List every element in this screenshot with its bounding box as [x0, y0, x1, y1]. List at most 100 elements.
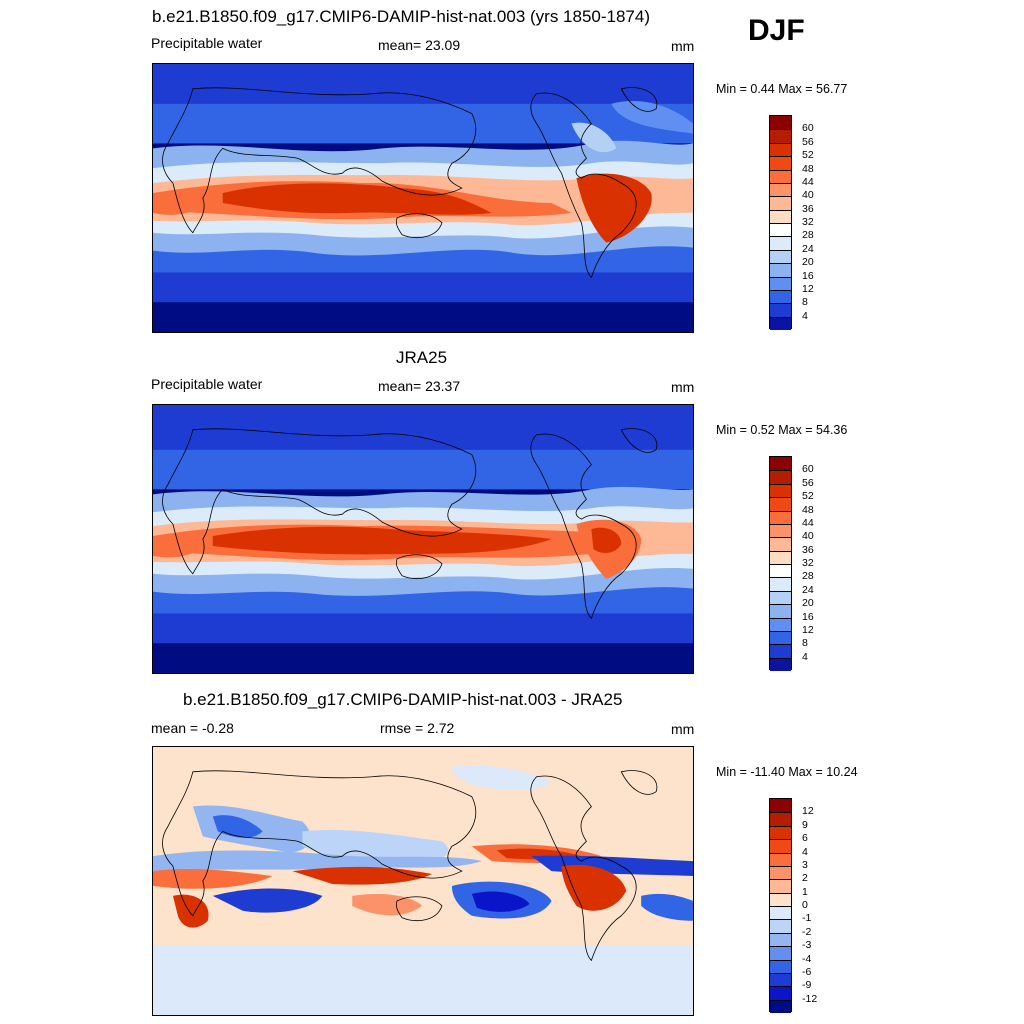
panel3-colorbar-tick-label: 0 [802, 899, 808, 911]
panel2-colorbar-swatch [770, 630, 791, 645]
panel3-colorbar-tick-label: 3 [802, 858, 808, 871]
panel2-variable-label: Precipitable water [151, 376, 263, 392]
panel3-colorbar-tick-label: -6 [802, 965, 812, 978]
panel1-colorbar-swatch [770, 303, 791, 317]
panel3-colorbar-swatch [770, 812, 791, 826]
panel1-colorbar-tick-label: 4 [802, 309, 808, 322]
panel3-map [152, 746, 694, 1016]
panel1-minmax: Min = 0.44 Max = 56.77 [716, 82, 848, 96]
panel2-mean-label: mean= 23.37 [378, 378, 461, 394]
panel2-colorbar-swatch [770, 617, 791, 631]
panel1-colorbar-swatch [770, 276, 791, 290]
panel2-colorbar-tick-label: 40 [802, 530, 814, 543]
panel3-colorbar-swatch [770, 839, 791, 853]
panel1-colorbar-swatch [770, 223, 791, 237]
panel2-colorbar-swatch [770, 644, 791, 658]
panel2-map [152, 404, 694, 674]
panel1-colorbar-tick-label: 28 [802, 229, 814, 242]
panel3-title: b.e21.B1850.f09_g17.CMIP6-DAMIP-hist-nat… [183, 690, 623, 709]
panel1-map [152, 63, 694, 333]
panel2-colorbar-tick-label: 4 [802, 650, 808, 663]
panel2-colorbar-swatch [770, 497, 791, 511]
panel1-colorbar-tick-label: 40 [802, 189, 814, 202]
panel2-colorbar-swatch [770, 537, 791, 551]
panel2-colorbar-tick-label: 48 [802, 503, 814, 516]
panel1-colorbar-swatch [770, 236, 791, 250]
panel3-colorbar-tick-label: -3 [802, 939, 812, 952]
panel3-colorbar-swatch [770, 892, 791, 906]
panel1-colorbar-tick-label: 8 [802, 296, 808, 309]
panel1-colorbar-tick-label: 36 [802, 202, 814, 215]
panel3-colorbar-tick-label: 4 [802, 845, 808, 858]
panel1-colorbar-swatch [770, 156, 791, 170]
panel3-colorbar-tick-label: 1 [802, 885, 808, 898]
panel2-colorbar-swatch [770, 510, 791, 524]
panel2-colorbar-swatch [770, 657, 791, 671]
panel2-colorbar-tick-label: 52 [802, 490, 814, 503]
panel2-colorbar-tick-label: 28 [802, 570, 814, 583]
panel2-colorbar-swatch [770, 550, 791, 564]
panel3-colorbar-tick-label: 2 [802, 872, 808, 885]
panel2-title: JRA25 [396, 348, 448, 367]
panel2-colorbar-swatch [770, 564, 791, 578]
panel3-colorbar-swatch [770, 825, 791, 840]
panel3-colorbar-tick-label: 12 [802, 805, 814, 818]
panel2-colorbar-swatch [770, 470, 791, 484]
panel3-rmse-label: rmse = 2.72 [380, 720, 455, 736]
panel2-colorbar-swatch [770, 483, 791, 498]
panel1-colorbar-swatch [770, 316, 791, 330]
panel3-colorbar [769, 798, 792, 1013]
panel2-colorbar-tick-label: 36 [802, 543, 814, 556]
panel3-colorbar-tick-label: 6 [802, 832, 808, 845]
panel3-colorbar-swatch [770, 879, 791, 893]
panel3-colorbar-swatch [770, 946, 791, 960]
panel3-colorbar-swatch [770, 852, 791, 866]
panel3-colorbar-swatch [770, 865, 791, 880]
panel1-colorbar-tick-label: 44 [802, 175, 814, 188]
panel1-colorbar-tick-label: 12 [802, 282, 814, 295]
panel1-colorbar-swatch [770, 129, 791, 143]
panel1-title: b.e21.B1850.f09_g17.CMIP6-DAMIP-hist-nat… [152, 7, 650, 26]
panel2-colorbar-tick-label: 8 [802, 637, 808, 650]
panel2-colorbar-swatch [770, 590, 791, 605]
season-label: DJF [748, 14, 805, 47]
panel2-colorbar-tick-label: 20 [802, 597, 814, 610]
panel1-colorbar-swatch [770, 182, 791, 197]
panel1-units-label: mm [671, 38, 695, 54]
panel2-colorbar-tick-label: 24 [802, 583, 814, 596]
panel3-colorbar-tick-label: -4 [802, 952, 812, 965]
panel1-colorbar-tick-label: 24 [802, 242, 814, 255]
panel1-mean-label: mean= 23.09 [378, 37, 461, 53]
panel3-colorbar-swatch [770, 959, 791, 973]
panel2-colorbar-swatch [770, 457, 791, 471]
panel1-colorbar-tick-label: 20 [802, 256, 814, 269]
panel1-colorbar-tick-label: 60 [802, 122, 814, 135]
panel3-colorbar-tick-label: -12 [802, 992, 818, 1005]
panel3-colorbar-tick-label: -1 [802, 912, 812, 925]
panel3-colorbar-swatch [770, 906, 791, 920]
panel2-colorbar-tick-label: 32 [802, 557, 814, 569]
panel1-colorbar [769, 115, 792, 330]
panel3-colorbar-swatch [770, 972, 791, 987]
panel1-colorbar-swatch [770, 169, 791, 183]
panel1-colorbar-tick-label: 52 [802, 149, 814, 162]
panel1-colorbar-swatch [770, 209, 791, 223]
panel1-colorbar-swatch [770, 249, 791, 264]
panel3-colorbar-swatch [770, 986, 791, 1000]
panel3-units-label: mm [671, 721, 695, 737]
panel1-colorbar-swatch [770, 196, 791, 210]
panel3-colorbar-tick-label: -2 [802, 925, 812, 938]
panel2-colorbar-swatch [770, 577, 791, 591]
panel3-colorbar-swatch [770, 799, 791, 813]
panel2-colorbar-tick-label: 12 [802, 623, 814, 636]
panel3-colorbar-tick-label: -9 [802, 979, 812, 992]
panel3-colorbar-swatch [770, 919, 791, 933]
panel1-colorbar-tick-label: 32 [802, 216, 814, 228]
panel2-colorbar-tick-label: 60 [802, 463, 814, 476]
panel1-colorbar-tick-label: 16 [802, 269, 814, 282]
panel2-colorbar-tick-label: 56 [802, 476, 814, 489]
panel2-colorbar-tick-label: 44 [802, 516, 814, 529]
panel1-colorbar-swatch [770, 116, 791, 130]
panel1-variable-label: Precipitable water [151, 35, 263, 51]
panel2-colorbar-tick-label: 16 [802, 610, 814, 623]
